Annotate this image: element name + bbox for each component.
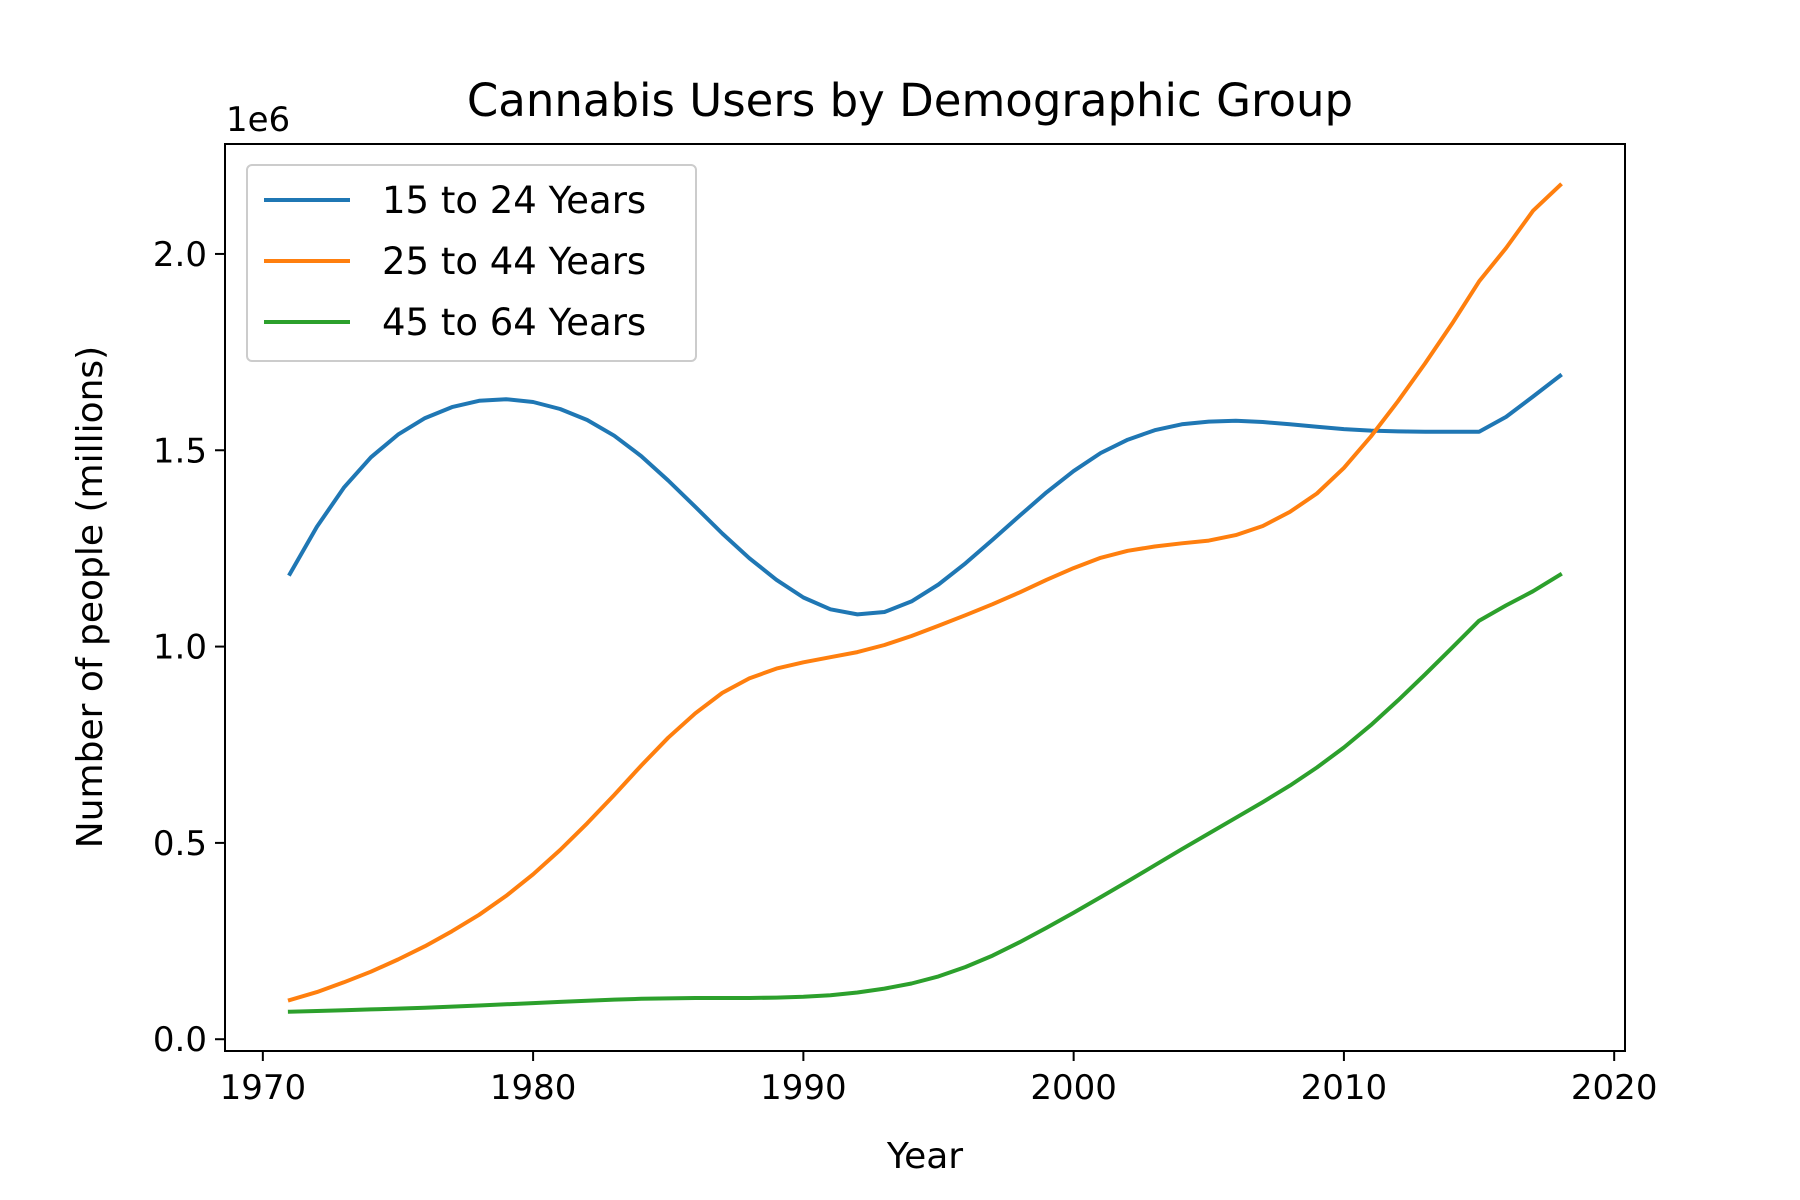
y-tick-label: 1.0 <box>153 628 207 668</box>
x-tick-label: 1980 <box>490 1068 577 1108</box>
x-tick-label: 2010 <box>1301 1068 1388 1108</box>
legend-label-3: 45 to 64 Years <box>382 301 646 344</box>
legend-frame <box>246 164 697 362</box>
legend: 15 to 24 Years 25 to 44 Years 45 to 64 Yea… <box>246 164 697 362</box>
legend-label-2: 25 to 44 Years <box>382 240 646 283</box>
y-tick-label: 0.0 <box>153 1020 207 1060</box>
series-line-1 <box>287 372 1563 617</box>
series-line-3 <box>287 571 1563 1014</box>
plot-frame <box>224 143 1626 1052</box>
y-tick-label: 0.5 <box>153 824 207 864</box>
y-axis: 0.0 0.5 1.0 1.5 2.0 <box>153 235 225 1060</box>
legend-label-1: 15 to 24 Years <box>382 179 646 222</box>
series-line-2 <box>287 182 1563 1003</box>
x-axis: 1970 1980 1990 2000 2010 2020 <box>220 1051 1658 1108</box>
chart-title: Cannabis Users by Demographic Group <box>467 74 1353 127</box>
series-layer <box>287 182 1563 1014</box>
y-tick-label: 2.0 <box>153 235 207 275</box>
x-tick-label: 2000 <box>1030 1068 1117 1108</box>
y-tick-label: 1.5 <box>153 431 207 471</box>
x-tick-label: 1990 <box>760 1068 847 1108</box>
x-tick-label: 1970 <box>220 1068 307 1108</box>
x-tick-label: 2020 <box>1571 1068 1658 1108</box>
x-axis-label: Year <box>886 1136 963 1177</box>
y-axis-offset-label: 1e6 <box>226 100 290 140</box>
y-axis-label: Number of people (millions) <box>70 346 111 848</box>
